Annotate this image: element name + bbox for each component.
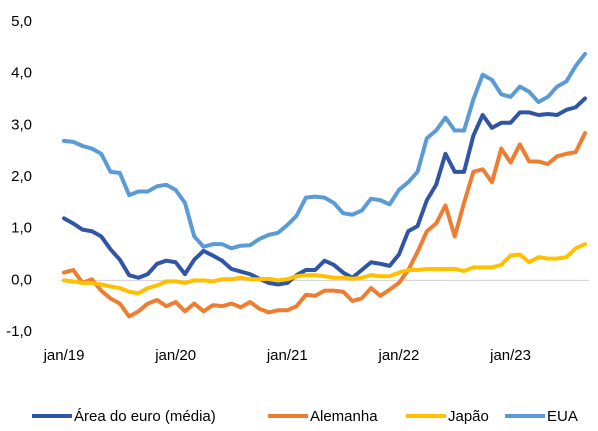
legend-label: Alemanha — [310, 408, 378, 425]
series-line — [62, 52, 587, 251]
legend-label: Área do euro (média) — [74, 408, 216, 425]
x-tick-label: jan/22 — [377, 347, 419, 364]
legend-label: EUA — [547, 408, 578, 425]
x-tick-label: jan/20 — [154, 347, 196, 364]
y-tick-label: 5,0 — [11, 13, 32, 30]
y-tick-label: -1,0 — [6, 323, 32, 340]
series-line — [62, 242, 587, 296]
y-tick-label: 1,0 — [11, 220, 32, 237]
y-tick-label: 3,0 — [11, 116, 32, 133]
series-line — [62, 131, 587, 319]
x-tick-label: jan/21 — [266, 347, 308, 364]
x-tick-label: jan/19 — [43, 347, 85, 364]
y-tick-label: 4,0 — [11, 65, 32, 82]
x-tick-label: jan/23 — [489, 347, 531, 364]
y-tick-label: 0,0 — [11, 271, 32, 288]
legend-label: Japão — [448, 408, 489, 425]
series-line — [62, 96, 587, 287]
y-tick-label: 2,0 — [11, 168, 32, 185]
